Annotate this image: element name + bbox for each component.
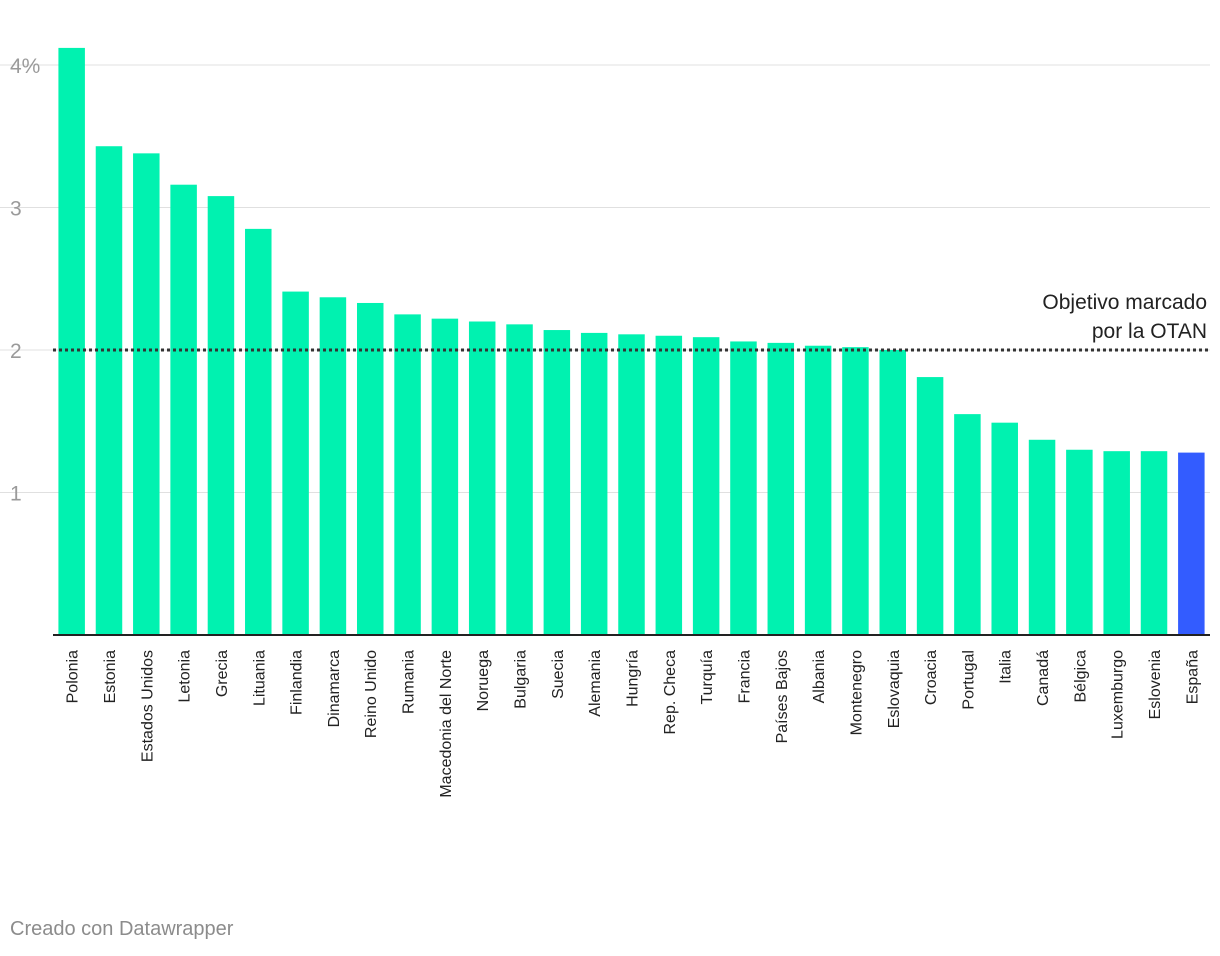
y-axis-ticks: 4% 3 2 1: [10, 55, 40, 506]
bars: [58, 47, 1205, 635]
x-tick-label: Polonia: [65, 650, 82, 703]
bar: [356, 302, 384, 635]
bar: [1028, 439, 1056, 635]
bar: [879, 350, 907, 635]
bar: [692, 337, 720, 635]
target-annotation-line: por la OTAN: [1092, 320, 1207, 343]
y-tick-label: 4%: [10, 55, 40, 78]
x-axis-labels: Polonia Estonia Estados Unidos Letonia Greci…: [65, 650, 1202, 798]
x-tick-label: España: [1184, 650, 1201, 704]
x-tick-label: Dinamarca: [326, 650, 343, 727]
x-tick-label: Estados Unidos: [139, 650, 156, 762]
bar: [655, 335, 683, 635]
bar: [618, 334, 645, 635]
bar: [245, 228, 272, 635]
bar: [506, 324, 533, 635]
y-tick-label: 2: [10, 340, 22, 363]
bar: [804, 345, 832, 635]
x-tick-label: Hungría: [625, 650, 642, 707]
x-tick-label: Canadá: [1035, 650, 1052, 706]
bar: [842, 347, 869, 635]
bar: [1066, 449, 1093, 635]
bar: [282, 291, 309, 635]
bar: [170, 184, 197, 635]
bar: [319, 297, 347, 635]
x-tick-label: Letonia: [177, 650, 194, 703]
bar: [1178, 452, 1205, 635]
x-tick-label: Estonia: [102, 650, 119, 703]
bar: [1103, 451, 1130, 635]
x-tick-label: Grecia: [214, 650, 231, 697]
bar: [543, 330, 571, 635]
y-tick-label: 1: [10, 483, 22, 506]
x-tick-label: Finlandia: [289, 650, 306, 715]
x-tick-label: Reino Unido: [363, 650, 380, 738]
x-tick-label: Noruega: [475, 650, 492, 711]
x-tick-label: Bulgaria: [513, 650, 530, 709]
x-tick-label: Francia: [736, 650, 753, 703]
bar: [730, 341, 757, 635]
x-tick-label: Turquía: [699, 650, 716, 705]
bar: [468, 321, 496, 635]
bar: [991, 422, 1018, 635]
x-tick-label: Rumania: [401, 650, 418, 714]
target-annotation-line: Objetivo marcado: [1042, 291, 1207, 314]
x-tick-label: Bélgica: [1072, 650, 1089, 703]
x-tick-label: Alemania: [587, 650, 604, 717]
bar: [394, 314, 421, 635]
x-tick-label: Lituania: [251, 650, 268, 706]
x-tick-label: Eslovenia: [1147, 650, 1164, 719]
x-tick-label: Luxemburgo: [1110, 650, 1127, 739]
x-tick-label: Macedonia del Norte: [438, 650, 455, 798]
x-tick-label: Italia: [998, 650, 1015, 684]
bar: [58, 47, 85, 635]
x-tick-label: Países Bajos: [774, 650, 791, 743]
bar: [95, 146, 123, 635]
x-tick-label: Croacia: [923, 650, 940, 705]
bar: [1140, 451, 1168, 635]
bar: [207, 196, 235, 635]
bar: [916, 377, 944, 635]
bar: [431, 318, 459, 635]
x-tick-label: Suecia: [550, 650, 567, 699]
x-tick-label: Albania: [811, 650, 828, 703]
bar: [954, 414, 981, 635]
bar-chart: 4% 3 2 1 Objetivo marcado por la OTAN Poloni…: [0, 47, 1210, 798]
bar: [580, 332, 608, 635]
x-tick-label: Eslovaquia: [886, 650, 903, 728]
bar: [767, 342, 795, 635]
x-tick-label: Montenegro: [848, 650, 865, 735]
y-tick-label: 3: [10, 198, 22, 221]
x-tick-label: Rep. Checa: [662, 650, 679, 735]
credit-footer: Creado con Datawrapper: [10, 918, 234, 940]
bar: [133, 153, 160, 635]
x-tick-label: Portugal: [960, 650, 977, 710]
target-reference-line: Objetivo marcado por la OTAN: [53, 291, 1210, 352]
